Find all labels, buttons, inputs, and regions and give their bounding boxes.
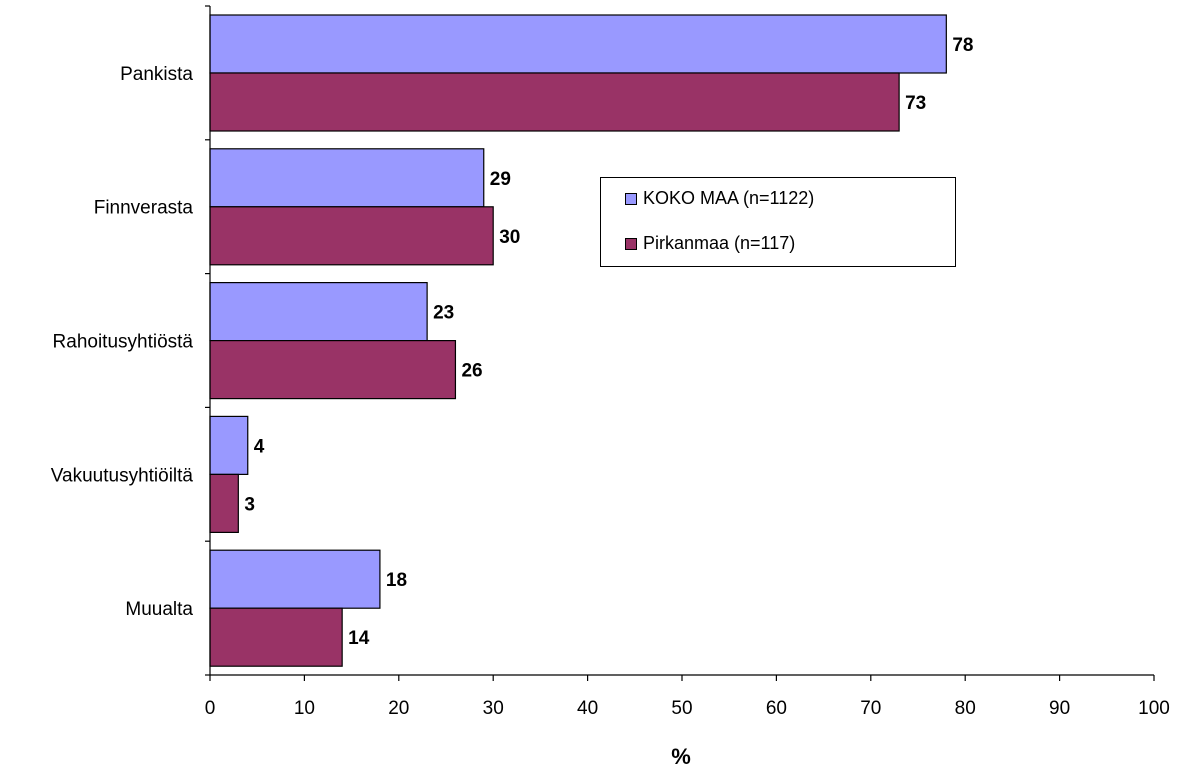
data-label-pirkanmaa-finnverasta: 30 xyxy=(499,227,520,248)
x-tick-label-30: 30 xyxy=(483,698,504,719)
data-label-pirkanmaa-pankista: 73 xyxy=(905,93,926,114)
x-tick-label-20: 20 xyxy=(388,698,409,719)
data-label-koko-rahoitusyhti-st: 23 xyxy=(433,303,454,324)
bar-koko-muualta xyxy=(209,549,381,609)
category-label-rahoitusyhti-st: Rahoitusyhtiöstä xyxy=(53,332,194,353)
bar-koko-finnverasta xyxy=(209,148,485,208)
category-label-finnverasta: Finnverasta xyxy=(94,198,194,219)
axes-group: Pankista Finnverasta Rahoitusyhtiöstä Vakuu… xyxy=(51,5,1170,719)
x-tick-label-0: 0 xyxy=(205,698,216,719)
bar-pirkanmaa-finnverasta xyxy=(209,206,494,266)
data-label-pirkanmaa-vakuutusyhti-ilt: 3 xyxy=(244,494,255,515)
bar-koko-vakuutusyhti-ilt xyxy=(209,415,249,475)
category-label-pankista: Pankista xyxy=(120,64,193,85)
x-tick-label-50: 50 xyxy=(671,698,692,719)
legend-item-koko-maa: KOKO MAA (n=1122) xyxy=(625,188,814,209)
x-tick-label-60: 60 xyxy=(766,698,787,719)
legend-swatch-pirkanmaa xyxy=(625,237,637,250)
data-label-koko-finnverasta: 29 xyxy=(490,169,511,190)
data-label-pirkanmaa-muualta: 14 xyxy=(348,628,370,649)
data-label-koko-vakuutusyhti-ilt: 4 xyxy=(254,436,265,457)
data-label-koko-pankista: 78 xyxy=(952,35,973,56)
bar-koko-rahoitusyhti-st xyxy=(209,282,428,342)
x-tick-label-10: 10 xyxy=(294,698,315,719)
legend: KOKO MAA (n=1122) Pirkanmaa (n=117) xyxy=(600,177,956,267)
bar-pirkanmaa-rahoitusyhti-st xyxy=(209,340,457,400)
bar-pirkanmaa-pankista xyxy=(209,72,900,132)
bar-pirkanmaa-vakuutusyhti-ilt xyxy=(209,473,239,533)
legend-label-koko-maa: KOKO MAA (n=1122) xyxy=(643,188,815,208)
x-tick-label-90: 90 xyxy=(1049,698,1070,719)
bars-group xyxy=(209,14,947,667)
x-tick-label-80: 80 xyxy=(955,698,976,719)
data-labels-group: 78 73 29 30 23 26 4 3 18 14 xyxy=(244,35,973,649)
data-label-pirkanmaa-rahoitusyhti-st: 26 xyxy=(461,361,482,382)
data-label-koko-muualta: 18 xyxy=(386,570,407,591)
legend-item-pirkanmaa: Pirkanmaa (n=117) xyxy=(625,233,795,254)
bar-pirkanmaa-muualta xyxy=(209,607,343,667)
legend-swatch-koko-maa xyxy=(625,192,637,205)
category-label-muualta: Muualta xyxy=(125,599,193,620)
bar-koko-pankista xyxy=(209,14,947,74)
x-tick-label-70: 70 xyxy=(860,698,881,719)
x-tick-label-100: 100 xyxy=(1138,698,1170,719)
legend-label-pirkanmaa: Pirkanmaa (n=117) xyxy=(643,233,796,253)
category-label-vakuutusyhti-ilt: Vakuutusyhtiöiltä xyxy=(51,465,194,486)
x-axis-label: % xyxy=(671,744,691,769)
x-tick-label-40: 40 xyxy=(577,698,598,719)
